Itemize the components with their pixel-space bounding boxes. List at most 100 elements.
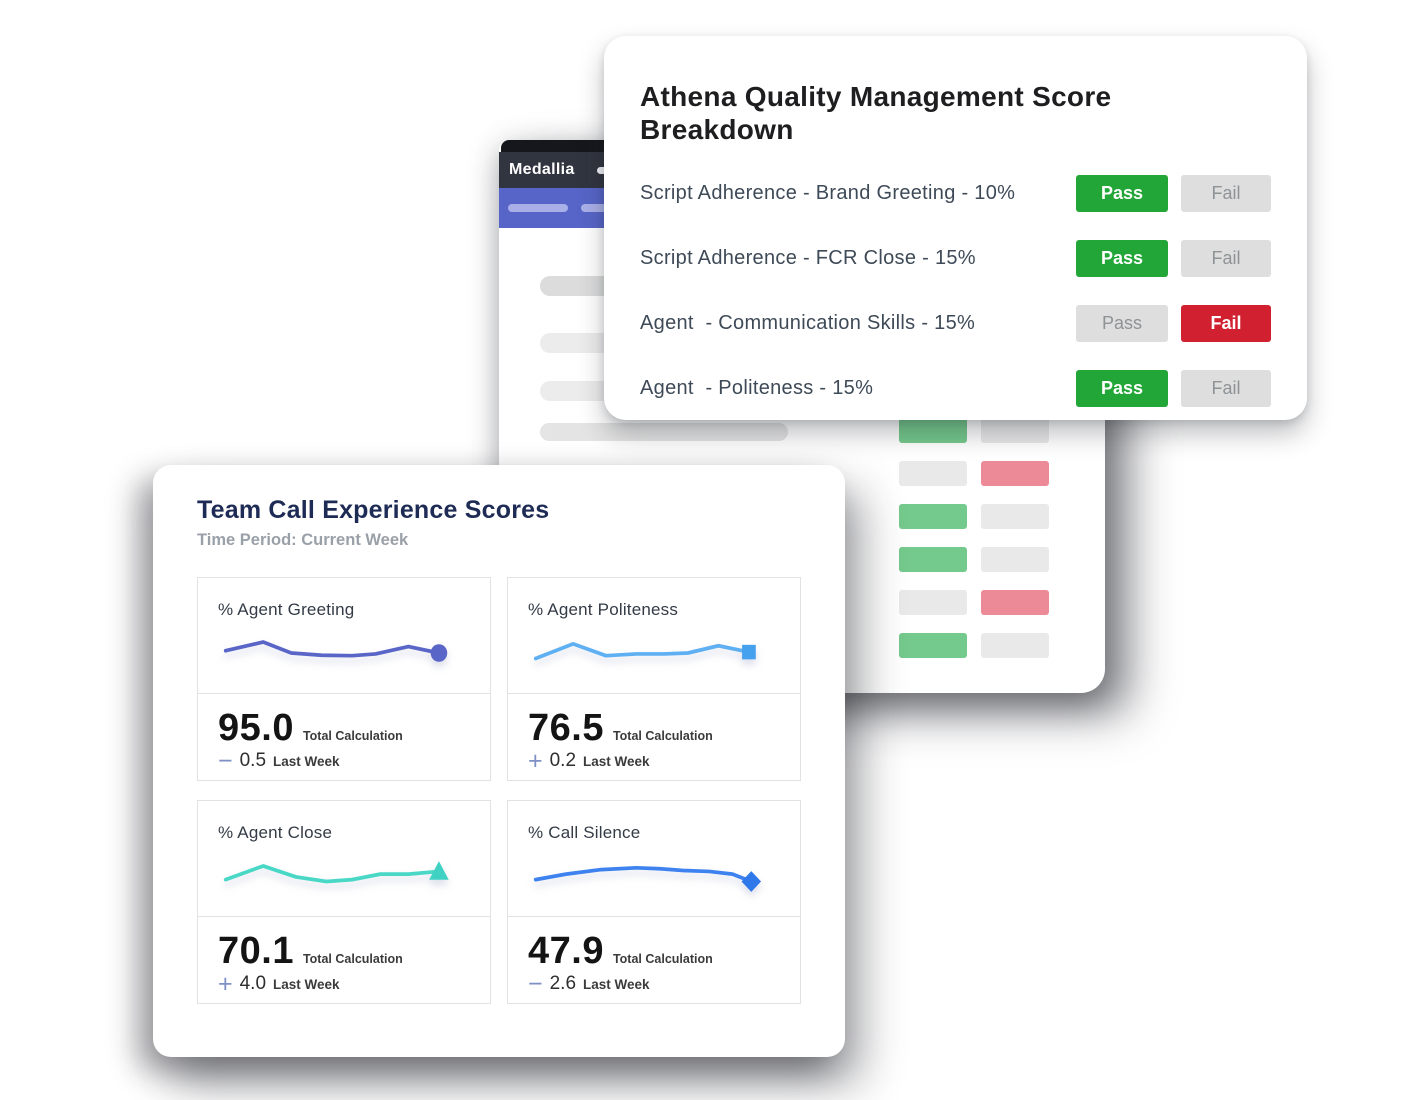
fail-button[interactable]: Fail	[1181, 240, 1271, 277]
score-row: Script Adherence - FCR Close - 15% Pass Fa…	[640, 226, 1271, 291]
plus-icon: +	[218, 970, 233, 998]
skeleton-row	[540, 423, 788, 441]
score-row-label: Script Adherence - FCR Close - 15%	[640, 247, 976, 269]
metric-tile-stats: 76.5 Total Calculation +0.2 Last Week	[508, 694, 800, 775]
status-pill-gray	[899, 590, 967, 615]
pass-button[interactable]: Pass	[1076, 370, 1168, 407]
minus-icon: −	[528, 970, 543, 998]
score-row-label: Agent - Politeness - 15%	[640, 377, 874, 399]
metric-tile-label: % Agent Greeting	[218, 600, 355, 619]
status-row	[899, 547, 1049, 572]
score-row-label: Script Adherence - Brand Greeting - 10%	[640, 182, 1016, 204]
status-row	[899, 633, 1049, 658]
sparkline-chart	[533, 642, 756, 661]
pass-button[interactable]: Pass	[1076, 305, 1168, 342]
status-pill-green	[899, 547, 967, 572]
athena-score-card: Athena Quality Management Score Breakdow…	[604, 36, 1307, 420]
fail-button[interactable]: Fail	[1181, 175, 1271, 212]
metric-change-row: +0.2 Last Week	[528, 747, 780, 775]
status-pill-green	[899, 633, 967, 658]
status-pill-table	[899, 418, 1049, 658]
status-row	[899, 590, 1049, 615]
change-value: 4.0	[239, 973, 267, 994]
metric-change-row: −0.5 Last Week	[218, 747, 470, 775]
pass-button[interactable]: Pass	[1076, 175, 1168, 212]
sparkline-chart	[223, 640, 448, 662]
pass-fail-group: Pass Fail	[1076, 175, 1271, 212]
metric-tile: % Agent Greeting 95.0 Total Calculation −0.…	[197, 577, 491, 781]
pass-fail-group: Pass Fail	[1076, 305, 1271, 342]
score-row: Script Adherence - Brand Greeting - 10% P…	[640, 161, 1271, 226]
metric-tile-chart: % Agent Politeness	[508, 578, 800, 694]
status-pill-gray	[981, 418, 1049, 443]
status-pill-red	[981, 461, 1049, 486]
score-row: Agent - Communication Skills - 15% Pass Fa…	[640, 291, 1271, 356]
metric-tiles-grid: % Agent Greeting 95.0 Total Calculation −0.…	[197, 577, 801, 1004]
metric-tile-label: % Agent Politeness	[528, 600, 679, 619]
square-marker-icon	[742, 644, 756, 660]
status-pill-red	[981, 590, 1049, 615]
metric-value-caption: Total Calculation	[612, 729, 713, 743]
status-pill-gray	[981, 633, 1049, 658]
metric-value-caption: Total Calculation	[612, 952, 713, 966]
pass-button[interactable]: Pass	[1076, 240, 1168, 277]
triangle-marker-icon	[429, 861, 449, 880]
change-value: 0.2	[549, 750, 577, 771]
circle-marker-icon	[430, 644, 448, 662]
score-row-label: Agent - Communication Skills - 15%	[640, 312, 976, 334]
minus-icon: −	[218, 747, 233, 775]
metric-tile: % Agent Close 70.1 Total Calculation +4.0 La…	[197, 800, 491, 1004]
metric-value-row: 70.1 Total Calculation	[218, 932, 470, 970]
metric-value-caption: Total Calculation	[302, 729, 403, 743]
metric-tile-label: % Call Silence	[528, 823, 641, 842]
status-pill-gray	[981, 504, 1049, 529]
diamond-marker-icon	[741, 871, 762, 892]
status-row	[899, 418, 1049, 443]
status-pill-gray	[899, 461, 967, 486]
sparkline-chart	[533, 865, 762, 892]
change-caption: Last Week	[583, 753, 650, 769]
status-pill-gray	[981, 547, 1049, 572]
metric-value: 47.9	[528, 930, 604, 972]
change-caption: Last Week	[273, 753, 340, 769]
status-pill-green	[899, 418, 967, 443]
change-value: 2.6	[549, 973, 577, 994]
metric-tile: % Agent Politeness 76.5 Total Calculation +…	[507, 577, 801, 781]
team-scores-card: Team Call Experience Scores Time Period:…	[153, 465, 845, 1057]
metric-tile-stats: 70.1 Total Calculation +4.0 Last Week	[198, 917, 490, 998]
time-period-label: Time Period: Current Week	[197, 531, 409, 549]
metric-tile-chart: % Agent Greeting	[198, 578, 490, 694]
sparkline-chart	[223, 861, 449, 884]
athena-card-title: Athena Quality Management Score Breakdow…	[640, 81, 1112, 145]
metric-value-row: 76.5 Total Calculation	[528, 709, 780, 747]
plus-icon: +	[528, 747, 543, 775]
status-row	[899, 461, 1049, 486]
medallia-logo: Medallia	[509, 161, 575, 178]
metric-value-row: 95.0 Total Calculation	[218, 709, 470, 747]
status-pill-green	[899, 504, 967, 529]
metric-change-row: −2.6 Last Week	[528, 970, 780, 998]
metric-value: 70.1	[218, 930, 294, 972]
nav-placeholder-pill	[508, 204, 568, 212]
metric-tile-chart: % Call Silence	[508, 801, 800, 917]
score-rows: Script Adherence - Brand Greeting - 10% P…	[640, 161, 1271, 421]
change-caption: Last Week	[583, 976, 650, 992]
metric-change-row: +4.0 Last Week	[218, 970, 470, 998]
fail-button[interactable]: Fail	[1181, 370, 1271, 407]
status-row	[899, 504, 1049, 529]
pass-fail-group: Pass Fail	[1076, 240, 1271, 277]
score-row: Agent - Politeness - 15% Pass Fail	[640, 356, 1271, 421]
metric-value-caption: Total Calculation	[302, 952, 403, 966]
team-card-title: Team Call Experience Scores	[197, 496, 550, 524]
pass-fail-group: Pass Fail	[1076, 370, 1271, 407]
fail-button[interactable]: Fail	[1181, 305, 1271, 342]
metric-tile-chart: % Agent Close	[198, 801, 490, 917]
change-caption: Last Week	[273, 976, 340, 992]
metric-tile-stats: 47.9 Total Calculation −2.6 Last Week	[508, 917, 800, 998]
metric-tile-label: % Agent Close	[218, 823, 333, 842]
metric-value: 95.0	[218, 707, 294, 749]
metric-value-row: 47.9 Total Calculation	[528, 932, 780, 970]
metric-tile-stats: 95.0 Total Calculation −0.5 Last Week	[198, 694, 490, 775]
metric-value: 76.5	[528, 707, 604, 749]
